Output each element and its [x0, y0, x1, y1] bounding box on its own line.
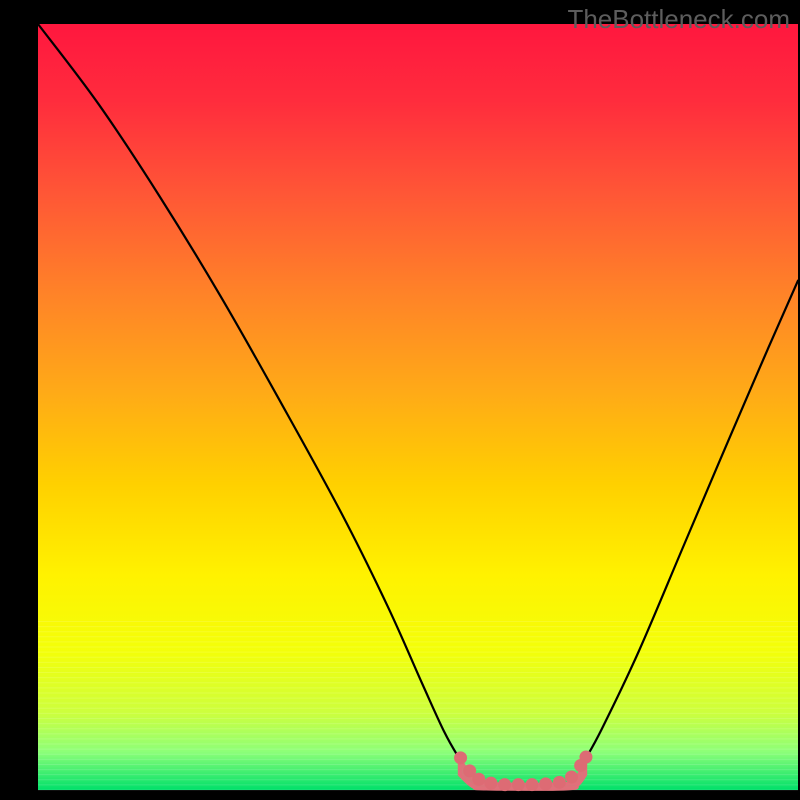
chart-canvas: TheBottleneck.com	[0, 0, 800, 800]
watermark-label: TheBottleneck.com	[567, 4, 790, 35]
bottleneck-curve-chart	[0, 0, 800, 800]
